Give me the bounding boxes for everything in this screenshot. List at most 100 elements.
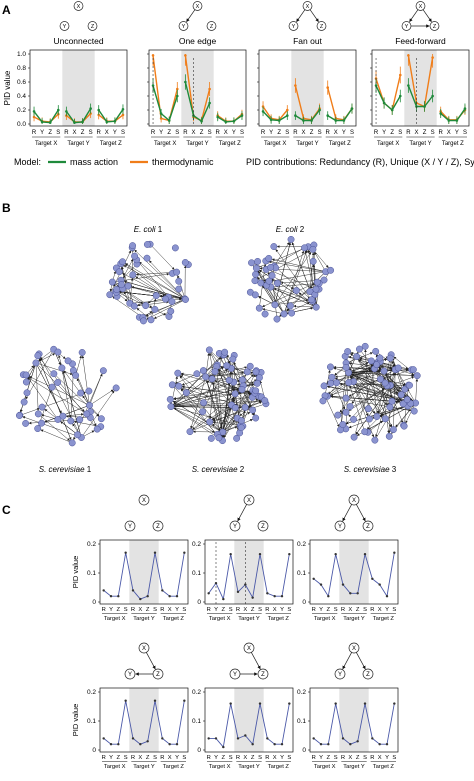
network-node: [335, 412, 341, 418]
y-tick-label: 0: [302, 599, 306, 606]
network-node: [22, 420, 28, 426]
network-node: [313, 286, 319, 292]
x-tick-label: Y: [214, 755, 218, 761]
target-label: Target X: [35, 141, 57, 147]
x-tick-label: R: [406, 130, 411, 136]
network-node: [16, 412, 22, 418]
diagram-node-label: X: [306, 4, 310, 10]
x-tick-label: S: [392, 755, 396, 761]
data-point: [154, 700, 156, 702]
chart-title: Unconnected: [53, 36, 103, 46]
y-tick-label: 0: [302, 747, 306, 754]
x-tick-label: X: [72, 130, 76, 136]
x-tick-label: X: [334, 130, 338, 136]
network-node: [230, 356, 236, 362]
network-node: [144, 255, 150, 261]
x-tick-label: X: [348, 755, 352, 761]
network-node: [226, 377, 232, 383]
data-point: [259, 553, 261, 555]
x-tick-label: S: [431, 130, 435, 136]
network-node: [168, 403, 174, 409]
data-point: [327, 743, 329, 745]
x-tick-label: Z: [117, 607, 121, 613]
x-tick-label: Y: [385, 755, 389, 761]
network-node: [321, 383, 327, 389]
x-tick-label: Z: [327, 607, 331, 613]
network-node: [118, 282, 124, 288]
y-tick-label: 0.2: [17, 107, 26, 114]
network-node: [356, 346, 362, 352]
data-point: [237, 591, 239, 593]
x-tick-label: S: [334, 607, 338, 613]
target-label: Target X: [314, 764, 336, 770]
data-point: [168, 595, 170, 597]
x-tick-label: S: [182, 607, 186, 613]
x-tick-label: Y: [109, 607, 113, 613]
network-node: [281, 311, 287, 317]
x-tick-label: S: [208, 130, 212, 136]
network-edge: [36, 363, 38, 411]
network-node: [252, 415, 258, 421]
data-point: [371, 578, 373, 580]
x-tick-label: S: [182, 755, 186, 761]
diagram-edge: [238, 504, 247, 520]
network-node: [274, 316, 280, 322]
data-point: [371, 737, 373, 739]
target-label: Target Z: [100, 141, 122, 147]
network-node: [77, 416, 83, 422]
x-tick-label: R: [370, 607, 374, 613]
data-point: [251, 743, 253, 745]
diagram-edge: [146, 652, 155, 668]
legend-pid-contributions: PID contributions: Redundancy (R), Uniqu…: [246, 157, 474, 167]
x-tick-label: Z: [167, 130, 171, 136]
x-tick-label: R: [160, 607, 164, 613]
data-point: [281, 743, 283, 745]
network-node: [119, 259, 125, 265]
network-node: [86, 388, 92, 394]
network-node: [182, 259, 188, 265]
x-tick-label: Z: [146, 755, 150, 761]
x-tick-label: Y: [109, 755, 113, 761]
network-node: [140, 318, 146, 324]
target-label: Target Z: [163, 616, 185, 622]
y-axis-label: PID value: [71, 704, 80, 737]
x-tick-label: Z: [251, 755, 255, 761]
diagram-node-label: Z: [261, 672, 265, 678]
network-node: [254, 380, 260, 386]
x-tick-label: S: [175, 130, 179, 136]
network-node: [130, 272, 136, 278]
x-tick-label: Y: [280, 755, 284, 761]
x-tick-label: X: [168, 755, 172, 761]
network-node: [347, 403, 353, 409]
x-tick-label: X: [243, 607, 247, 613]
network-node: [310, 258, 316, 264]
network-edge: [150, 244, 174, 269]
highlight-band: [129, 540, 158, 604]
x-tick-label: Z: [81, 130, 85, 136]
network-node: [199, 409, 205, 415]
y-tick-label: 0.8: [17, 65, 26, 72]
data-point: [386, 743, 388, 745]
network-node: [49, 384, 55, 390]
diagram-edge: [356, 652, 365, 668]
network-node: [232, 405, 238, 411]
network-node: [131, 303, 137, 309]
x-tick-label: S: [89, 130, 93, 136]
network-label: S. cerevisiae 3: [344, 465, 397, 474]
network-node: [100, 367, 106, 373]
network-node: [224, 362, 230, 368]
data-point: [146, 740, 148, 742]
data-point: [183, 552, 185, 554]
network-node: [310, 246, 316, 252]
data-point: [349, 743, 351, 745]
x-tick-label: S: [463, 130, 467, 136]
x-tick-label: R: [151, 130, 156, 136]
diagram-node-label: Y: [233, 524, 237, 530]
data-point: [139, 598, 141, 600]
target-label: Target Y: [296, 141, 318, 147]
network-node: [320, 398, 326, 404]
